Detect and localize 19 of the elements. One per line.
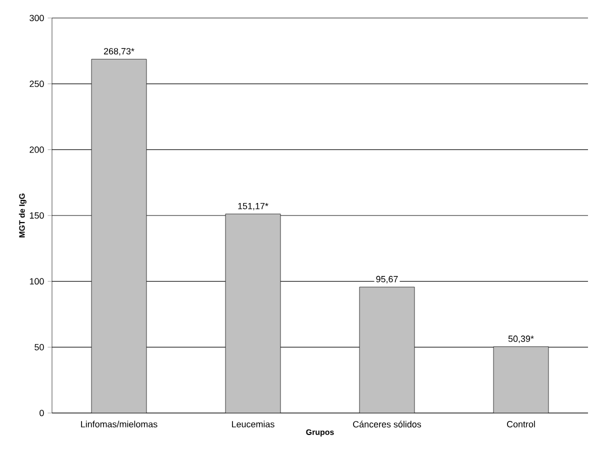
y-tick-label: 50: [34, 344, 44, 350]
y-tick-label: 200: [30, 146, 44, 153]
x-tick-label: Control: [507, 420, 535, 428]
y-tick-label: 150: [30, 212, 44, 219]
y-tick-label: 0: [40, 410, 44, 416]
data-label: 95,67: [376, 276, 398, 284]
x-tick-label: Leucemias: [232, 420, 274, 428]
data-label: 50,39*: [508, 336, 534, 343]
x-tick-label: Cánceres sólidos: [353, 420, 422, 428]
y-tick-label: 100: [30, 278, 44, 285]
y-tick-label: 300: [30, 14, 44, 22]
data-label: 151,17*: [238, 202, 268, 210]
data-label: 268,73*: [104, 48, 134, 56]
bar: [225, 214, 281, 413]
bar: [359, 286, 415, 413]
x-tick-label: Linfomas/mielomas: [81, 420, 158, 428]
bar: [91, 58, 147, 413]
bar: [493, 346, 549, 413]
y-tick-label: 250: [30, 80, 44, 88]
